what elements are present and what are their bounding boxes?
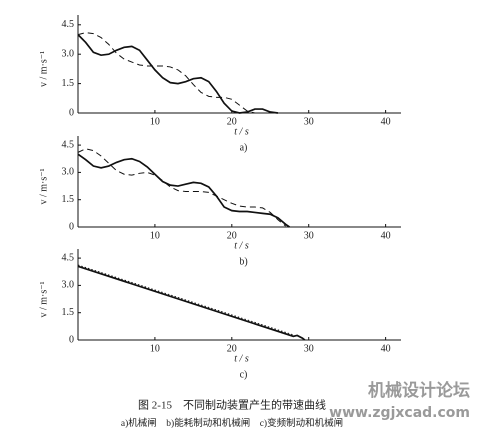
- x-tick-label: 10: [150, 116, 160, 127]
- x-tick-label: 20: [227, 343, 237, 354]
- x-tick-label: 40: [381, 116, 391, 127]
- x-tick-label: 40: [381, 230, 391, 241]
- x-axis-label: t / s: [234, 240, 249, 251]
- line-series: [77, 32, 256, 114]
- y-tick-label: 0: [69, 221, 74, 232]
- x-tick-label: 10: [150, 230, 160, 241]
- y-axis-label: v / m·s⁻¹: [38, 51, 49, 87]
- line-series: [77, 34, 279, 114]
- y-axis-label: v / m·s⁻¹: [38, 168, 49, 204]
- x-tick-label: 20: [227, 116, 237, 127]
- y-tick-label: 3.0: [62, 280, 75, 291]
- x-tick-label: 30: [304, 343, 314, 354]
- y-tick-label: 4.5: [62, 252, 75, 263]
- y-tick-label: 0: [69, 107, 74, 118]
- y-tick-label: 0: [69, 334, 74, 345]
- x-axis-label: t / s: [234, 126, 249, 137]
- x-tick-label: 20: [227, 230, 237, 241]
- x-tick-label: 30: [304, 116, 314, 127]
- caption-title: 图 2-15 不同制动装置产生的带速曲线: [138, 398, 326, 412]
- line-series: [77, 265, 306, 341]
- panel-label: b): [239, 256, 247, 267]
- line-series: [77, 264, 294, 336]
- panel-label: a): [240, 142, 248, 153]
- y-tick-label: 3.0: [62, 48, 75, 59]
- x-tick-label: 30: [304, 230, 314, 241]
- y-tick-label: 4.5: [62, 19, 75, 30]
- watermark-url: www.zgjxcad.com: [329, 405, 470, 421]
- line-series: [77, 153, 290, 228]
- y-tick-label: 4.5: [62, 139, 75, 150]
- y-axis-label: v / m·s⁻¹: [38, 281, 49, 317]
- watermark-name: 机械设计论坛: [368, 380, 470, 401]
- y-tick-label: 1.5: [62, 78, 75, 89]
- y-tick-label: 1.5: [62, 307, 75, 318]
- caption-legend: a)机械闸 b)能耗制动和机械闸 c)变频制动和机械闸: [121, 417, 343, 429]
- x-axis-label: t / s: [234, 353, 249, 364]
- x-tick-label: 40: [381, 343, 391, 354]
- y-tick-label: 1.5: [62, 194, 75, 205]
- y-tick-label: 3.0: [62, 167, 75, 178]
- x-tick-label: 10: [150, 343, 160, 354]
- panel-label: c): [240, 369, 248, 380]
- line-series: [77, 148, 286, 227]
